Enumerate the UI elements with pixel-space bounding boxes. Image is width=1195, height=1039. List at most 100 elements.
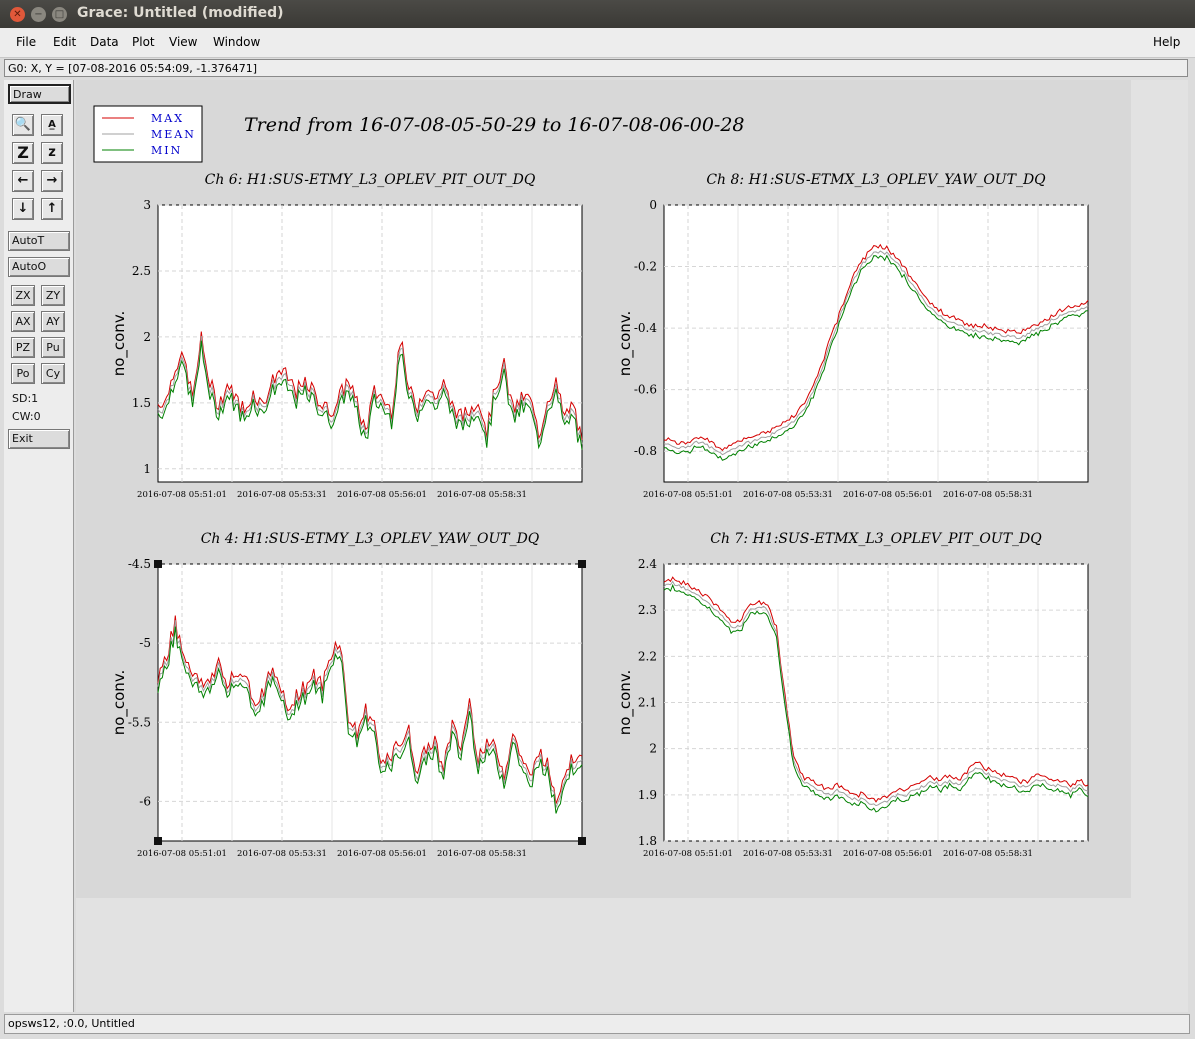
selection-handle[interactable] [578,560,586,568]
x-tick-label: 2016-07-08 05:56:01 [843,849,933,859]
x-tick-label: 2016-07-08 05:56:01 [337,849,427,859]
menu-edit[interactable]: Edit [53,35,77,49]
x-tick-label: 2016-07-08 05:53:31 [237,849,327,859]
series-line-mean [663,250,1089,456]
tool-panel: Draw 🔍 A̲ Z z ← → ↓ ↑ AutoT AutoO ZX ZY … [4,80,74,1012]
legend-label-max: MAX [151,112,184,125]
y-tick-label: -5 [139,636,151,650]
panel-title: Ch 4: H1:SUS-ETMY_L3_OPLEV_YAW_OUT_DQ [201,531,540,547]
y-tick-label: -6 [139,794,151,808]
cw-status: CW:0 [12,410,41,423]
x-tick-label: 2016-07-08 05:58:31 [437,490,527,500]
panel-title: Ch 6: H1:SUS-ETMY_L3_OPLEV_PIT_OUT_DQ [205,172,536,188]
y-tick-label: 2 [143,330,151,344]
zoom-icon[interactable]: 🔍 [12,114,34,136]
y-tick-label: 2.2 [638,649,657,663]
y-tick-label: -0.8 [634,444,657,458]
minimize-icon[interactable]: − [31,7,46,22]
panel-title: Ch 8: H1:SUS-ETMX_L3_OPLEV_YAW_OUT_DQ [706,172,1046,188]
x-tick-label: 2016-07-08 05:53:31 [743,849,833,859]
y-tick-label: -0.6 [634,383,657,397]
series-line-max [157,615,583,804]
series-line-min [663,254,1089,461]
plot-canvas-area[interactable]: MAX MEAN MIN Trend from 16-07-08-05-50-29 … [76,80,1188,1012]
sd-status: SD:1 [12,392,39,405]
plot-panel-1[interactable]: 3 2.5 2 1.5 1 2016-07-08 05:51:01 2016-07-08 0… [110,172,583,500]
y-tick-label: 2.3 [638,603,657,617]
x-tick-label: 2016-07-08 05:53:31 [743,490,833,500]
menu-view[interactable]: View [169,35,198,49]
window-title: Grace: Untitled (modified) [77,5,284,21]
y-axis-label: no_conv. [110,311,129,377]
x-tick-label: 2016-07-08 05:51:01 [643,490,733,500]
y-tick-label: 2 [649,742,657,756]
arrow-down-icon[interactable]: ↓ [12,198,34,220]
panel-title: Ch 7: H1:SUS-ETMX_L3_OPLEV_PIT_OUT_DQ [710,531,1042,547]
maximize-icon[interactable]: □ [52,7,67,22]
arrow-left-icon[interactable]: ← [12,170,34,192]
selection-handle[interactable] [154,560,162,568]
plot-panel-3[interactable]: -4.5 -5 -5.5 -6 2016-07-08 05:51:01 2016-07-0… [110,531,586,859]
y-tick-label: 1 [143,462,151,476]
plot-frame [157,204,583,483]
series-line-max [157,331,583,441]
arrow-up-icon[interactable]: ↑ [41,198,63,220]
plot-frame [157,563,583,842]
zx-button[interactable]: ZX [11,285,35,306]
plot-canvas[interactable]: MAX MEAN MIN Trend from 16-07-08-05-50-29 … [76,80,1188,1012]
x-tick-label: 2016-07-08 05:53:31 [237,490,327,500]
y-axis-label: no_conv. [110,670,129,736]
pz-button[interactable]: PZ [11,337,35,358]
y-tick-label: 1.5 [132,396,151,410]
draw-button[interactable]: Draw [8,84,71,104]
legend-label-mean: MEAN [151,128,196,141]
selection-handle[interactable] [578,837,586,845]
x-tick-label: 2016-07-08 05:51:01 [643,849,733,859]
menu-help[interactable]: Help [1153,35,1181,49]
plot-panel-2[interactable]: 0 -0.2 -0.4 -0.6 -0.8 2016-07-08 05:51:01 2016… [616,172,1089,500]
menu-data[interactable]: Data [90,35,119,49]
menu-window[interactable]: Window [213,35,261,49]
series-line-mean [663,580,1089,807]
zy-button[interactable]: ZY [41,285,65,306]
menu-bar: File Edit Data Plot View Window Help [0,28,1195,58]
y-tick-label: 2.4 [638,557,657,571]
y-tick-label: 1.8 [638,834,657,848]
zoom-small-icon[interactable]: z [41,142,63,164]
cy-button[interactable]: Cy [41,363,65,384]
x-tick-label: 2016-07-08 05:58:31 [943,490,1033,500]
menu-file[interactable]: File [16,35,37,49]
autoo-button[interactable]: AutoO [8,257,70,277]
series-line-min [157,340,583,450]
text-tool-icon[interactable]: A̲ [41,114,63,136]
x-tick-label: 2016-07-08 05:58:31 [437,849,527,859]
arrow-right-icon[interactable]: → [41,170,63,192]
autot-button[interactable]: AutoT [8,231,70,251]
po-button[interactable]: Po [11,363,35,384]
y-axis-label: no_conv. [616,670,635,736]
x-tick-label: 2016-07-08 05:56:01 [843,490,933,500]
x-tick-label: 2016-07-08 05:56:01 [337,490,427,500]
status-bar: opsws12, :0.0, Untitled [4,1014,1190,1034]
y-tick-label: 2.5 [132,264,151,278]
series-line-mean [157,335,583,445]
y-tick-label: 1.9 [638,788,657,802]
selection-handle[interactable] [154,837,162,845]
close-icon[interactable]: ✕ [10,7,25,22]
y-tick-label: 2.1 [638,696,657,710]
y-axis-label: no_conv. [616,311,635,377]
ax-button[interactable]: AX [11,311,35,332]
series-line-max [663,576,1089,803]
exit-button[interactable]: Exit [8,429,70,449]
title-bar: ✕ − □ Grace: Untitled (modified) [0,0,1195,28]
zoom-full-icon[interactable]: Z [12,142,34,164]
ay-button[interactable]: AY [41,311,65,332]
menu-plot[interactable]: Plot [132,35,155,49]
chart-title: Trend from 16-07-08-05-50-29 to 16-07-08… [244,114,745,136]
series-line-mean [157,620,583,808]
legend-box[interactable]: MAX MEAN MIN [93,105,203,163]
pu-button[interactable]: Pu [41,337,65,358]
y-tick-label: -5.5 [128,715,151,729]
y-tick-label: 0 [649,198,657,212]
